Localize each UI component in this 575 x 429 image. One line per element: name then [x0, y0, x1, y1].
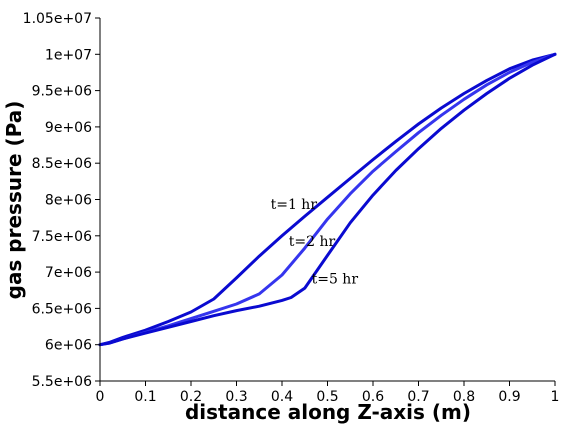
- x-tick-label: 0.8: [453, 389, 475, 405]
- series-annotation: t=1 hr: [271, 197, 318, 213]
- x-tick-label: 0.6: [362, 389, 384, 405]
- x-tick-label: 0.4: [271, 389, 293, 405]
- series-annotation: t=5 hr: [312, 272, 359, 288]
- x-tick-label: 0.1: [134, 389, 156, 405]
- y-tick-label: 5.5e+06: [32, 374, 93, 390]
- y-tick-label: 8e+06: [45, 193, 92, 209]
- x-axis-ticks: 0 0.1 0.2 0.3 0.4 0.5 0.6 0.7 0.8 0.9 1: [96, 381, 560, 405]
- series-line-1: [98, 52, 557, 347]
- annotations: t=1 hr t=2 hr t=5 hr: [271, 197, 359, 288]
- y-axis-label: gas pressure (Pa): [2, 101, 26, 300]
- y-tick-label: 9.5e+06: [32, 84, 93, 100]
- series-line-2: [98, 52, 557, 347]
- y-tick-label: 7e+06: [45, 265, 92, 281]
- x-tick-label: 0.5: [316, 389, 338, 405]
- y-tick-label: 8.5e+06: [32, 156, 93, 172]
- x-tick-label: 1: [551, 389, 560, 405]
- y-axis-ticks: 5.5e+06 6e+06 6.5e+06 7e+06 7.5e+06 8e+06 8.5e…: [23, 11, 100, 390]
- x-tick-label: 0.9: [498, 389, 520, 405]
- x-tick-label: 0.7: [407, 389, 429, 405]
- series-annotation: t=2 hr: [289, 234, 336, 250]
- x-axis-label: distance along Z-axis (m): [185, 400, 471, 424]
- y-tick-label: 1.05e+07: [23, 11, 92, 27]
- x-tick-label: 0.3: [225, 389, 247, 405]
- x-tick-label: 0: [96, 389, 105, 405]
- series-line-3: [98, 52, 557, 347]
- y-tick-label: 9e+06: [45, 120, 92, 136]
- y-tick-label: 6e+06: [45, 338, 92, 354]
- y-tick-label: 7.5e+06: [32, 229, 93, 245]
- x-tick-label: 0.2: [180, 389, 202, 405]
- y-tick-label: 1e+07: [45, 47, 92, 63]
- y-tick-label: 6.5e+06: [32, 301, 93, 317]
- plot-lines: [98, 52, 557, 347]
